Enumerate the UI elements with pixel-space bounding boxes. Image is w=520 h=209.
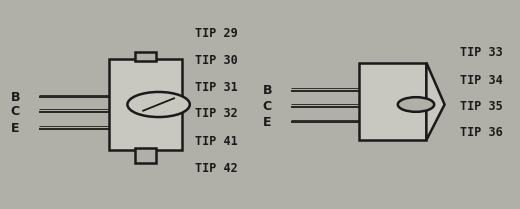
Text: TIP 29: TIP 29 [195,27,238,40]
Text: TIP 34: TIP 34 [460,74,503,87]
Text: B: B [263,84,272,97]
Circle shape [398,97,434,112]
Text: TIP 35: TIP 35 [460,100,503,113]
Text: TIP 30: TIP 30 [195,54,238,67]
Text: TIP 31: TIP 31 [195,81,238,94]
Bar [109,59,182,150]
Circle shape [127,92,190,117]
Text: TIP 42: TIP 42 [195,162,238,175]
Bar [135,148,156,163]
Text: C: C [10,105,20,118]
Text: B: B [10,91,20,104]
Text: TIP 33: TIP 33 [460,46,503,59]
Text: TIP 32: TIP 32 [195,107,238,120]
Bar [135,52,156,61]
Text: E: E [263,116,271,129]
Text: E: E [10,122,19,135]
Polygon shape [426,63,445,140]
Text: TIP 36: TIP 36 [460,126,503,139]
Bar [359,63,426,140]
Text: C: C [263,100,272,113]
Text: TIP 41: TIP 41 [195,135,238,148]
